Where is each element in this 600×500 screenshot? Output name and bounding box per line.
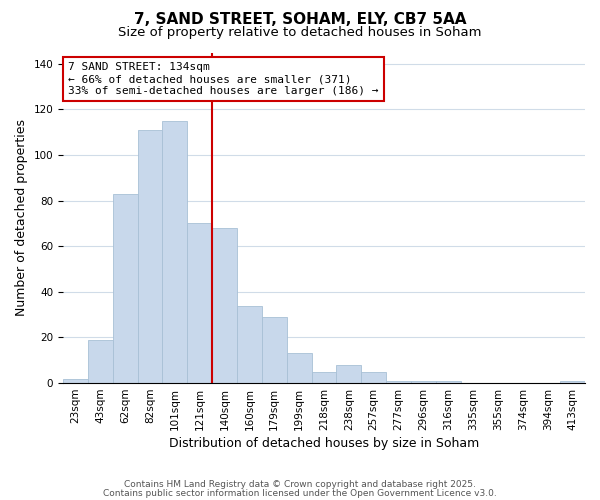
- X-axis label: Distribution of detached houses by size in Soham: Distribution of detached houses by size …: [169, 437, 479, 450]
- Bar: [337, 365, 361, 383]
- Bar: [63, 378, 88, 383]
- Bar: [113, 194, 137, 383]
- Bar: [311, 372, 337, 383]
- Text: 7 SAND STREET: 134sqm
← 66% of detached houses are smaller (371)
33% of semi-det: 7 SAND STREET: 134sqm ← 66% of detached …: [68, 62, 379, 96]
- Bar: [560, 381, 585, 383]
- Bar: [386, 381, 411, 383]
- Text: Contains HM Land Registry data © Crown copyright and database right 2025.: Contains HM Land Registry data © Crown c…: [124, 480, 476, 489]
- Bar: [262, 317, 287, 383]
- Bar: [436, 381, 461, 383]
- Bar: [411, 381, 436, 383]
- Bar: [287, 354, 311, 383]
- Text: Size of property relative to detached houses in Soham: Size of property relative to detached ho…: [118, 26, 482, 39]
- Y-axis label: Number of detached properties: Number of detached properties: [15, 120, 28, 316]
- Bar: [361, 372, 386, 383]
- Bar: [137, 130, 163, 383]
- Bar: [237, 306, 262, 383]
- Text: 7, SAND STREET, SOHAM, ELY, CB7 5AA: 7, SAND STREET, SOHAM, ELY, CB7 5AA: [134, 12, 466, 28]
- Bar: [212, 228, 237, 383]
- Bar: [187, 224, 212, 383]
- Bar: [163, 121, 187, 383]
- Bar: [88, 340, 113, 383]
- Text: Contains public sector information licensed under the Open Government Licence v3: Contains public sector information licen…: [103, 488, 497, 498]
